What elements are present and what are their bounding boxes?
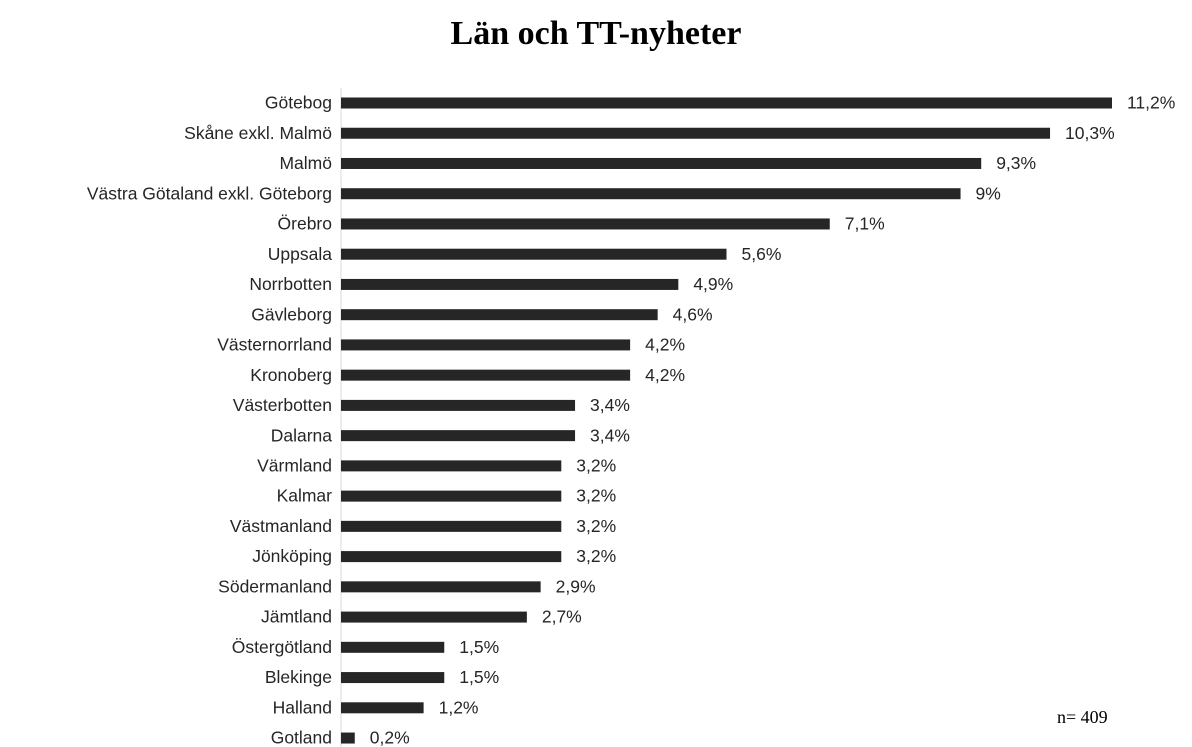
category-label: Södermanland xyxy=(218,576,332,596)
category-label: Västernorrland xyxy=(217,335,332,355)
bar xyxy=(341,339,631,351)
value-label: 3,2% xyxy=(576,456,616,476)
bar xyxy=(341,157,982,169)
value-label: 4,6% xyxy=(673,304,713,324)
value-label: 3,2% xyxy=(576,546,616,566)
category-label: Västra Götaland exkl. Göteborg xyxy=(87,183,332,203)
bar xyxy=(341,97,1112,109)
category-label: Dalarna xyxy=(271,425,333,445)
category-label: Jämtland xyxy=(261,607,332,627)
category-label: Örebro xyxy=(278,214,332,234)
bar xyxy=(341,430,576,442)
value-label: 9,3% xyxy=(996,153,1036,173)
category-label: Götebog xyxy=(265,93,332,113)
bar xyxy=(341,611,527,623)
bar xyxy=(341,551,562,563)
value-label: 3,2% xyxy=(576,486,616,506)
bar xyxy=(341,399,576,411)
bar xyxy=(341,218,830,230)
value-label: 1,5% xyxy=(459,667,499,687)
category-label: Jönköping xyxy=(252,546,332,566)
bar xyxy=(341,369,631,381)
value-label: 10,3% xyxy=(1065,123,1115,143)
value-label: 4,9% xyxy=(693,274,733,294)
bar xyxy=(341,672,445,684)
category-label: Skåne exkl. Malmö xyxy=(184,123,332,143)
category-label: Västerbotten xyxy=(233,395,332,415)
value-label: 1,5% xyxy=(459,637,499,657)
category-label: Gotland xyxy=(271,728,332,747)
category-label: Värmland xyxy=(257,456,332,476)
category-label: Östergötland xyxy=(232,637,332,657)
value-label: 2,9% xyxy=(556,576,596,596)
value-label: 1,2% xyxy=(439,697,479,717)
category-label: Västmanland xyxy=(230,516,332,536)
bar xyxy=(341,278,679,290)
category-label: Kalmar xyxy=(277,486,333,506)
bar xyxy=(341,127,1051,139)
bar xyxy=(341,702,424,714)
value-label: 3,4% xyxy=(590,395,630,415)
bar xyxy=(341,581,541,593)
category-label: Halland xyxy=(273,697,332,717)
value-label: 5,6% xyxy=(742,244,782,264)
value-label: 4,2% xyxy=(645,365,685,385)
value-label: 9% xyxy=(976,183,1001,203)
bar xyxy=(341,309,658,321)
value-label: 7,1% xyxy=(845,214,885,234)
value-label: 3,2% xyxy=(576,516,616,536)
category-label: Uppsala xyxy=(268,244,332,264)
value-label: 0,2% xyxy=(370,728,410,747)
value-label: 4,2% xyxy=(645,335,685,355)
bar xyxy=(341,188,961,200)
bar xyxy=(341,641,445,653)
value-label: 11,2% xyxy=(1127,93,1175,113)
bar xyxy=(341,460,562,472)
bar xyxy=(341,520,562,532)
bar xyxy=(341,248,727,260)
chart-title: Län och TT-nyheter xyxy=(451,15,742,52)
category-label: Malmö xyxy=(279,153,332,173)
category-label: Gävleborg xyxy=(251,304,332,324)
category-label: Blekinge xyxy=(265,667,332,687)
value-label: 3,4% xyxy=(590,425,630,445)
bar xyxy=(341,732,355,744)
category-label: Norrbotten xyxy=(249,274,332,294)
annotation: n= 409 xyxy=(1057,707,1108,727)
category-label: Kronoberg xyxy=(250,365,332,385)
bar xyxy=(341,490,562,502)
value-label: 2,7% xyxy=(542,607,582,627)
